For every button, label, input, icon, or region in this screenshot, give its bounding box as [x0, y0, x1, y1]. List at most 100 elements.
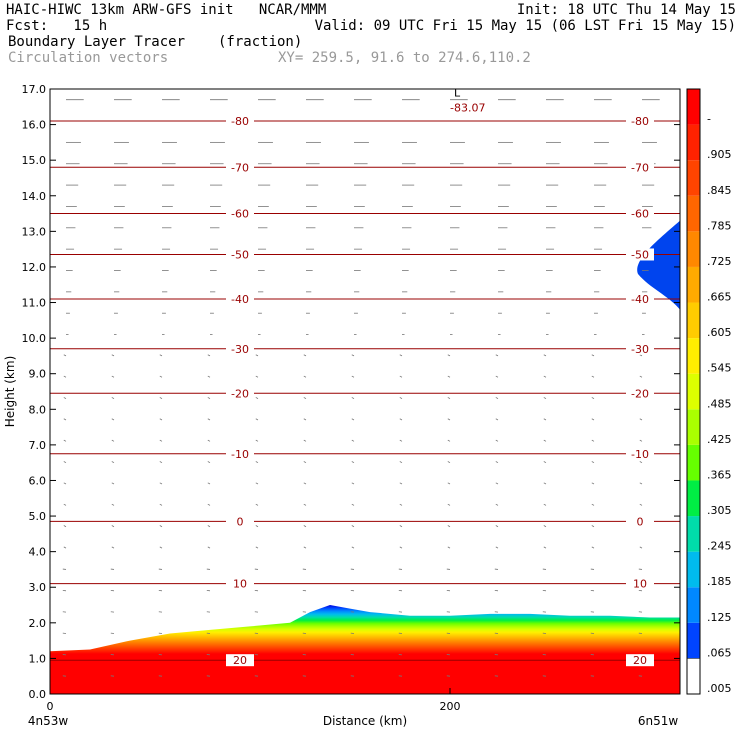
contour-label: -30	[231, 343, 249, 356]
y-tick-label: 15.0	[22, 154, 47, 167]
y-tick-label: 7.0	[29, 439, 47, 452]
colorbar-cell	[687, 89, 700, 125]
colorbar-cell	[687, 302, 700, 339]
colorbar-label: .665	[707, 291, 732, 304]
vector-arrow	[255, 503, 259, 506]
contour-label-bg	[226, 248, 254, 261]
colorbar-label: -	[707, 113, 711, 126]
colorbar-label: .245	[707, 540, 732, 553]
contour-label: 10	[233, 578, 247, 591]
vector-arrow	[207, 354, 211, 357]
plot-frame	[49, 88, 681, 695]
colorbar-cell	[687, 622, 700, 659]
vector-arrow	[63, 525, 67, 528]
vector-arrow	[255, 482, 259, 485]
vector-arrow	[639, 439, 643, 442]
vector-arrow	[159, 418, 163, 421]
y-axis-label: Height (km)	[3, 356, 17, 427]
vector-arrow	[303, 375, 307, 378]
contour-label: -60	[631, 208, 649, 221]
vector-arrow	[495, 482, 499, 485]
y-tick-label: 9.0	[29, 368, 47, 381]
vector-arrow	[447, 546, 451, 549]
vector-arrow	[303, 439, 307, 442]
contour-label: -50	[631, 248, 649, 261]
vector-arrow	[399, 418, 403, 421]
contour-label-bg	[226, 515, 254, 528]
vector-arrow	[111, 354, 115, 357]
vector-arrow	[207, 546, 211, 549]
y-tick-label: 10.0	[22, 332, 47, 345]
vector-arrow	[303, 418, 307, 421]
colorbar-cell	[687, 409, 700, 445]
colorbar-label: .365	[707, 468, 732, 481]
vector-arrow	[159, 439, 163, 442]
vector-arrow	[63, 503, 67, 506]
vector-arrow	[447, 418, 451, 421]
vector-arrow	[591, 503, 595, 506]
vector-arrow	[543, 503, 547, 506]
vector-arrow	[639, 546, 643, 549]
contour-label: 0	[237, 515, 244, 528]
vector-arrow	[207, 397, 211, 399]
colorbar-label: .185	[707, 575, 732, 588]
vector-arrow	[495, 397, 499, 399]
vector-arrow	[591, 525, 595, 528]
vector-arrow	[111, 482, 115, 485]
colorbar-frame	[686, 88, 701, 695]
y-tick-label: 3.0	[29, 581, 47, 594]
contour-label: 20	[633, 654, 647, 667]
vector-arrow	[495, 461, 499, 464]
vector-arrow	[639, 503, 643, 506]
x-axis-label: Distance (km)	[323, 714, 407, 728]
vector-arrow	[111, 439, 115, 442]
colorbar-cell	[687, 338, 700, 374]
vector-arrow	[255, 546, 259, 549]
colorbar-label: .785	[707, 219, 732, 232]
vector-arrow	[159, 546, 163, 549]
vector-arrow	[255, 354, 259, 357]
contour-label-bg	[226, 207, 254, 220]
y-tick-label: 11.0	[22, 297, 47, 310]
vector-arrow	[207, 439, 211, 442]
upper-tracer-patch	[637, 220, 680, 310]
vector-arrow	[543, 354, 547, 357]
colorbar-label: .305	[707, 504, 732, 517]
colorbar-label: .065	[707, 646, 732, 659]
vector-arrow	[399, 461, 403, 464]
x-end-label-right: 6n51w	[638, 714, 679, 728]
y-tick-label: 13.0	[22, 225, 47, 238]
colorbar-cell	[687, 587, 700, 623]
contour-label: -40	[231, 293, 249, 306]
contour-label: -30	[631, 343, 649, 356]
vector-arrow	[495, 439, 499, 442]
contour-label-bg	[226, 447, 254, 460]
vector-arrow	[591, 461, 595, 464]
contour-label-bg	[226, 387, 254, 400]
vector-arrow	[63, 354, 67, 357]
vector-arrow	[399, 482, 403, 485]
vector-arrow	[591, 418, 595, 421]
vector-arrow	[543, 482, 547, 485]
vector-arrow	[447, 503, 451, 506]
x-tick-label: 200	[440, 700, 461, 713]
vector-arrow	[591, 546, 595, 549]
vector-arrow	[255, 418, 259, 421]
vector-arrow	[447, 525, 451, 528]
colorbar-label: .005	[707, 682, 732, 695]
vector-arrow	[159, 461, 163, 464]
vector-arrow	[351, 354, 355, 357]
colorbar-label: .425	[707, 433, 732, 446]
vector-arrow	[543, 525, 547, 528]
vector-arrow	[351, 439, 355, 442]
colorbar-cell	[687, 195, 700, 232]
colorbar-cell	[687, 231, 700, 267]
vector-arrow	[543, 439, 547, 442]
low-marker-letter: L	[454, 87, 461, 100]
y-tick-label: 8.0	[29, 403, 47, 416]
vector-arrow	[207, 461, 211, 464]
vector-arrow	[303, 482, 307, 485]
y-tick-label: 0.0	[29, 688, 47, 701]
contour-label-bg	[626, 207, 654, 220]
